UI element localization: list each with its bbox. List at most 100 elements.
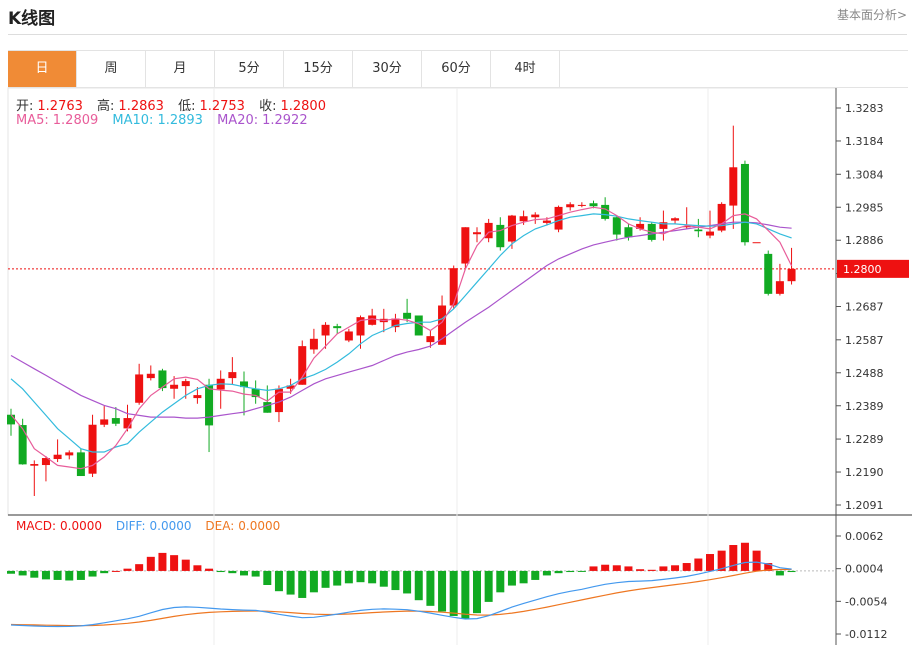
macd-bar — [368, 570, 377, 584]
candle — [461, 227, 470, 269]
dea-label: DEA: — [205, 519, 235, 533]
ma10-label: MA10: — [112, 113, 154, 128]
close-value: 1.2800 — [280, 99, 326, 114]
candle-body — [286, 385, 295, 389]
price-tick-label: 1.2985 — [845, 201, 884, 214]
candle — [554, 205, 563, 233]
price-tick-label: 1.2488 — [845, 367, 884, 380]
macd-bar — [146, 556, 155, 571]
high-label: 高: — [97, 99, 115, 114]
macd-tick-label: 0.0004 — [845, 563, 884, 576]
macd-bar — [391, 570, 400, 591]
candle — [88, 414, 97, 478]
candle — [671, 217, 680, 224]
candle-body — [519, 216, 528, 222]
candle — [729, 125, 738, 229]
ma5-line — [10, 206, 793, 470]
candle — [53, 439, 62, 463]
candle-body — [636, 223, 645, 229]
header-divider — [8, 34, 907, 35]
macd-bar — [671, 565, 680, 571]
macd-bar — [542, 570, 551, 576]
candle — [123, 404, 132, 432]
candle-body — [542, 220, 551, 223]
candle — [775, 263, 784, 296]
price-tick-label: 1.3184 — [845, 135, 884, 148]
candle-body — [694, 229, 703, 232]
candle — [251, 380, 260, 404]
macd-bar — [228, 570, 237, 574]
candle-body — [240, 381, 248, 388]
candle — [321, 322, 330, 349]
ma5-value: 1.2809 — [52, 113, 99, 128]
candle — [100, 406, 109, 428]
candle-body — [612, 217, 621, 235]
macd-bar — [764, 563, 773, 571]
price-pane-frame — [7, 87, 837, 516]
macd-bar — [577, 570, 586, 572]
candle-body — [531, 214, 540, 218]
tab-day[interactable]: 日 — [8, 51, 77, 87]
tab-30min[interactable]: 30分 — [353, 51, 422, 87]
candle-body — [41, 458, 50, 466]
macd-bar — [787, 570, 796, 573]
tab-month[interactable]: 月 — [146, 51, 215, 87]
macd-bar — [88, 570, 97, 577]
price-tick-label: 1.2091 — [845, 499, 884, 512]
macd-label: MACD: — [16, 519, 57, 533]
candle-body — [18, 425, 27, 465]
macd-readout: MACD: 0.0000 DIFF: 0.0000 DEA: 0.0000 — [16, 519, 284, 533]
macd-bar — [740, 542, 749, 571]
candle-body — [181, 381, 190, 387]
candle — [740, 160, 749, 246]
price-tick-label: 1.2289 — [845, 433, 884, 446]
candle — [344, 328, 353, 343]
tab-5min[interactable]: 5分 — [215, 51, 284, 87]
macd-bar — [775, 570, 784, 576]
macd-bar — [333, 570, 342, 586]
macd-bar — [519, 570, 528, 584]
ohlc-readout: 开: 1.2763 高: 1.2863 低: 1.2753 收: 1.2800 — [16, 95, 330, 114]
candle-body — [740, 163, 749, 243]
candle-body — [263, 402, 272, 413]
candle — [531, 212, 540, 224]
macd-bar — [496, 570, 505, 593]
candle-body — [251, 388, 260, 398]
candle — [787, 247, 796, 285]
candle-body — [170, 384, 179, 389]
candle-body — [88, 424, 97, 474]
candle-body — [449, 268, 458, 306]
candle — [193, 387, 202, 404]
fundamental-analysis-link[interactable]: 基本面分析> — [836, 8, 907, 22]
candle — [577, 202, 586, 208]
candle-body — [601, 204, 610, 219]
tab-4hour[interactable]: 4时 — [491, 51, 560, 87]
candle — [414, 315, 423, 336]
candle-body — [391, 318, 400, 328]
low-label: 低: — [178, 99, 196, 114]
macd-bar — [356, 570, 365, 583]
low-value: 1.2753 — [199, 99, 245, 114]
price-tick-label: 1.3084 — [845, 168, 884, 181]
macd-bar — [216, 570, 225, 573]
ma20-line — [10, 221, 792, 419]
price-tick-label: 1.2687 — [845, 301, 884, 314]
candle — [274, 385, 283, 423]
macd-bar — [41, 570, 50, 580]
tab-15min[interactable]: 15分 — [284, 51, 353, 87]
candle-body — [624, 227, 633, 238]
candle — [473, 227, 481, 243]
diff-value: 0.0000 — [149, 519, 192, 533]
price-tick-label: 1.2389 — [845, 400, 884, 413]
macd-bar — [53, 570, 62, 580]
tab-60min[interactable]: 60分 — [422, 51, 491, 87]
candle — [694, 218, 703, 238]
tab-week[interactable]: 周 — [77, 51, 146, 87]
candle-body — [414, 315, 423, 336]
macd-bar — [624, 566, 633, 571]
macd-tick-label: -0.0112 — [845, 628, 887, 641]
close-label: 收: — [259, 99, 277, 114]
macd-bar — [752, 550, 761, 571]
candle-body — [368, 315, 377, 325]
